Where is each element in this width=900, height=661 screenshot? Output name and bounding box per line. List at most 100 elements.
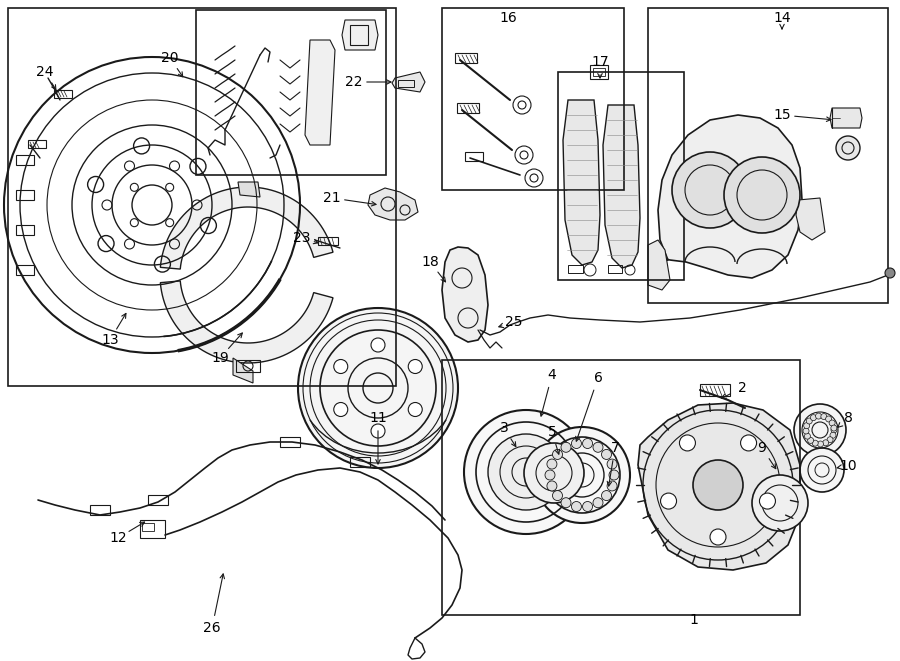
Polygon shape <box>392 72 425 92</box>
Circle shape <box>601 449 611 459</box>
Polygon shape <box>238 182 260 197</box>
Polygon shape <box>638 403 800 570</box>
Circle shape <box>547 481 557 491</box>
Bar <box>700 384 730 396</box>
Text: 13: 13 <box>101 333 119 347</box>
Circle shape <box>371 424 385 438</box>
Bar <box>442 360 800 615</box>
Circle shape <box>409 360 422 373</box>
Bar <box>455 53 477 63</box>
Circle shape <box>831 425 837 431</box>
Polygon shape <box>442 247 488 342</box>
Circle shape <box>534 427 630 523</box>
Text: 18: 18 <box>421 255 439 269</box>
Circle shape <box>805 433 810 439</box>
Circle shape <box>561 498 571 508</box>
Circle shape <box>812 440 818 446</box>
Text: 2: 2 <box>738 381 746 395</box>
Text: 9: 9 <box>758 441 767 455</box>
Circle shape <box>680 435 696 451</box>
Polygon shape <box>368 188 418 220</box>
Circle shape <box>672 152 748 228</box>
Text: 12: 12 <box>109 531 127 545</box>
Polygon shape <box>796 198 825 240</box>
Bar <box>90 505 110 515</box>
Bar <box>457 103 479 113</box>
Circle shape <box>298 308 458 468</box>
Circle shape <box>661 493 677 509</box>
Bar <box>16 265 34 275</box>
Circle shape <box>836 136 860 160</box>
Text: 19: 19 <box>212 351 229 365</box>
Bar <box>142 523 154 531</box>
Bar <box>16 155 34 165</box>
Circle shape <box>593 442 603 452</box>
Bar <box>196 10 386 175</box>
Text: 15: 15 <box>773 108 791 122</box>
Circle shape <box>601 490 611 500</box>
Circle shape <box>488 434 564 510</box>
Bar <box>648 8 888 303</box>
Circle shape <box>553 490 562 500</box>
Text: 11: 11 <box>369 411 387 425</box>
Circle shape <box>547 459 557 469</box>
Circle shape <box>760 493 776 509</box>
Circle shape <box>829 420 835 426</box>
Text: 10: 10 <box>839 459 857 473</box>
Circle shape <box>593 498 603 508</box>
Circle shape <box>815 413 822 419</box>
Text: 22: 22 <box>346 75 363 89</box>
Circle shape <box>524 443 584 503</box>
Bar <box>140 520 165 538</box>
Bar <box>590 65 608 79</box>
Text: 26: 26 <box>203 621 220 635</box>
Circle shape <box>582 438 592 448</box>
Circle shape <box>885 268 895 278</box>
Text: 23: 23 <box>293 231 310 245</box>
Circle shape <box>800 448 844 492</box>
Circle shape <box>831 427 837 433</box>
Circle shape <box>609 470 619 480</box>
Circle shape <box>807 438 814 444</box>
Bar <box>442 8 624 190</box>
Text: 25: 25 <box>505 315 523 329</box>
Circle shape <box>803 428 809 434</box>
Polygon shape <box>233 358 253 383</box>
Text: 8: 8 <box>843 411 852 425</box>
Circle shape <box>545 470 555 480</box>
Bar <box>568 265 583 273</box>
Text: 16: 16 <box>500 11 517 25</box>
Circle shape <box>741 435 757 451</box>
Bar <box>148 495 168 505</box>
Circle shape <box>830 432 836 438</box>
Text: 6: 6 <box>594 371 602 385</box>
Bar <box>236 360 260 372</box>
Polygon shape <box>563 100 600 265</box>
Circle shape <box>710 529 726 545</box>
Polygon shape <box>648 240 670 290</box>
Bar <box>558 72 684 280</box>
Circle shape <box>464 410 588 534</box>
Text: 1: 1 <box>689 613 698 627</box>
Text: 21: 21 <box>323 191 341 205</box>
Circle shape <box>572 502 581 512</box>
Circle shape <box>752 475 808 531</box>
Text: 7: 7 <box>610 441 619 455</box>
Text: 14: 14 <box>773 11 791 25</box>
Bar <box>608 265 622 273</box>
Bar <box>350 25 368 45</box>
Polygon shape <box>830 108 862 128</box>
Circle shape <box>409 403 422 416</box>
Bar <box>16 190 34 200</box>
Circle shape <box>553 449 562 459</box>
Text: 3: 3 <box>500 421 508 435</box>
Bar <box>8 8 396 386</box>
Circle shape <box>724 157 800 233</box>
Text: 20: 20 <box>161 51 179 65</box>
Polygon shape <box>160 281 333 363</box>
Bar <box>318 237 338 245</box>
Circle shape <box>371 338 385 352</box>
Polygon shape <box>160 187 333 269</box>
Circle shape <box>608 481 617 491</box>
Circle shape <box>821 414 827 420</box>
